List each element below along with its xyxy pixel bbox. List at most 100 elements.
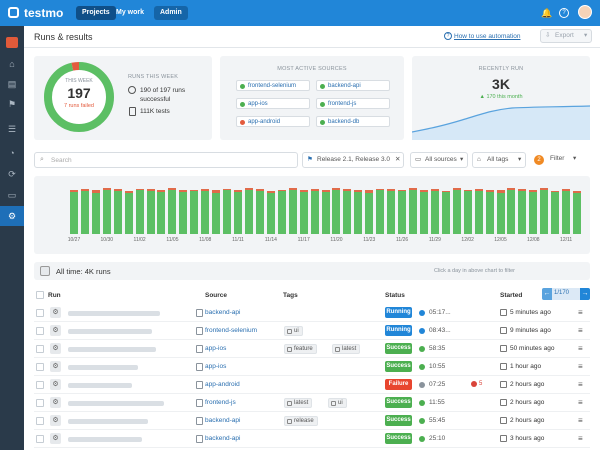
chart-bar-passed[interactable] <box>288 190 297 234</box>
tag-chip[interactable]: latest <box>284 398 313 408</box>
chart-bar-passed[interactable] <box>430 190 439 234</box>
chart-bar-passed[interactable] <box>332 189 341 234</box>
runs-icon[interactable]: ▭ <box>7 190 17 200</box>
chart-bar-passed[interactable] <box>179 192 188 234</box>
chart-bar-failed[interactable] <box>190 189 199 192</box>
table-row[interactable]: ⚙ frontend-js latest ui Success 11:55 2 hours … <box>34 394 590 412</box>
home-icon[interactable]: ⌂ <box>9 59 15 69</box>
source-link[interactable]: app-android <box>196 381 240 389</box>
chart-bar-passed[interactable] <box>321 192 330 234</box>
run-name-placeholder[interactable] <box>68 419 148 424</box>
run-name-placeholder[interactable] <box>68 329 152 334</box>
chart-bar-failed[interactable] <box>321 190 330 193</box>
gear-icon[interactable]: ⚙ <box>50 361 61 372</box>
chart-bar-failed[interactable] <box>244 188 253 190</box>
run-name-placeholder[interactable] <box>68 347 156 352</box>
chart-bar-failed[interactable] <box>102 188 111 190</box>
chart-bar-passed[interactable] <box>102 189 111 234</box>
chart-bar-passed[interactable] <box>157 191 166 234</box>
search-input[interactable]: ⌕ Search <box>34 152 298 168</box>
chart-bar-failed[interactable] <box>518 188 527 191</box>
chart-bar-passed[interactable] <box>80 190 89 234</box>
sidebar-item-automation[interactable]: ⚙ <box>0 206 24 226</box>
gear-icon[interactable]: ⚙ <box>50 379 61 390</box>
chart-bar-passed[interactable] <box>573 192 582 234</box>
select-all-checkbox[interactable] <box>36 291 44 299</box>
runs-chart[interactable]: 10/27 10/30 11/02 11/05 11/08 11/11 11/14 11/17… <box>34 176 590 254</box>
chart-bar-passed[interactable] <box>409 189 418 234</box>
chart-bar-passed[interactable] <box>518 190 527 234</box>
source-item[interactable]: app-ios <box>236 98 310 109</box>
row-checkbox[interactable] <box>36 363 44 371</box>
milestone-flag-icon[interactable]: ⚑ <box>7 99 17 109</box>
chart-bar-failed[interactable] <box>299 190 308 192</box>
chart-bar-failed[interactable] <box>562 188 571 191</box>
chart-bar-failed[interactable] <box>277 189 286 192</box>
help-link[interactable]: How to use automation <box>454 33 521 40</box>
chart-bar-failed[interactable] <box>365 190 374 193</box>
chart-bar-passed[interactable] <box>387 190 396 234</box>
chart-bar-failed[interactable] <box>419 189 428 192</box>
chart-bar-passed[interactable] <box>452 190 461 234</box>
row-checkbox[interactable] <box>36 435 44 443</box>
tags-filter[interactable]: ⌂ All tags ▾ <box>472 152 526 168</box>
row-menu-icon[interactable]: ≡ <box>578 434 583 443</box>
chart-bar-passed[interactable] <box>135 190 144 234</box>
chart-bar-failed[interactable] <box>540 188 549 191</box>
row-checkbox[interactable] <box>36 345 44 353</box>
chart-bar-failed[interactable] <box>80 189 89 191</box>
chart-bar-passed[interactable] <box>310 190 319 234</box>
tag-chip[interactable]: feature <box>284 344 317 354</box>
chart-bar-passed[interactable] <box>277 191 286 234</box>
chart-bar-failed[interactable] <box>310 188 319 191</box>
chart-bar-failed[interactable] <box>529 190 538 192</box>
prev-page-icon[interactable]: ← <box>542 288 552 300</box>
chart-bar-failed[interactable] <box>91 190 100 193</box>
chart-bar-failed[interactable] <box>430 188 439 191</box>
col-status[interactable]: Status <box>385 292 405 299</box>
gear-icon[interactable]: ⚙ <box>50 433 61 444</box>
row-menu-icon[interactable]: ≡ <box>578 416 583 425</box>
chart-bar-passed[interactable] <box>376 190 385 234</box>
nav-my-work[interactable]: My work <box>116 9 145 16</box>
nav-admin[interactable]: Admin <box>154 6 188 20</box>
chart-bar-failed[interactable] <box>266 190 275 193</box>
col-run[interactable]: Run <box>48 292 61 299</box>
gear-icon[interactable]: ⚙ <box>50 325 61 336</box>
bell-icon[interactable]: 🔔 <box>541 8 553 18</box>
table-row[interactable]: ⚙ frontend-selenium ui Running 08:43... 9 min… <box>34 322 590 340</box>
chart-bar-failed[interactable] <box>409 188 418 190</box>
chart-bar-passed[interactable] <box>398 191 407 234</box>
chart-bar-passed[interactable] <box>562 190 571 234</box>
col-tags[interactable]: Tags <box>283 292 298 299</box>
chart-bar-passed[interactable] <box>91 192 100 234</box>
source-link[interactable]: backend-api <box>196 435 240 443</box>
chart-bar-passed[interactable] <box>201 190 210 234</box>
chart-bar-passed[interactable] <box>266 192 275 234</box>
chart-bar-passed[interactable] <box>168 189 177 234</box>
chart-bar-failed[interactable] <box>212 190 221 193</box>
source-item[interactable]: frontend-selenium <box>236 80 310 91</box>
row-menu-icon[interactable]: ≡ <box>578 380 583 389</box>
gear-icon[interactable]: ⚙ <box>50 307 61 318</box>
chart-bar-failed[interactable] <box>157 190 166 192</box>
nav-projects[interactable]: Projects <box>76 6 116 20</box>
chart-bar-passed[interactable] <box>113 190 122 234</box>
chart-bar-failed[interactable] <box>146 188 155 191</box>
tag-chip[interactable]: latest <box>332 344 361 354</box>
filter-button[interactable]: 2 Filter ▾ <box>530 152 590 168</box>
row-menu-icon[interactable]: ≡ <box>578 344 583 353</box>
chart-bar-passed[interactable] <box>299 191 308 234</box>
chart-bar-failed[interactable] <box>168 188 177 190</box>
run-name-placeholder[interactable] <box>68 383 132 388</box>
chart-bar-failed[interactable] <box>332 188 341 190</box>
col-source[interactable]: Source <box>205 292 228 299</box>
chart-bar-passed[interactable] <box>365 192 374 234</box>
chart-bar-failed[interactable] <box>452 188 461 191</box>
chart-bar-passed[interactable] <box>441 192 450 234</box>
chart-bar-passed[interactable] <box>234 191 243 234</box>
table-row[interactable]: ⚙ app-ios Success 10:55 1 hour ago ≡ <box>34 358 590 376</box>
avatar[interactable] <box>578 5 592 19</box>
chart-bar-passed[interactable] <box>474 190 483 234</box>
list-icon[interactable]: ☰ <box>7 124 17 134</box>
